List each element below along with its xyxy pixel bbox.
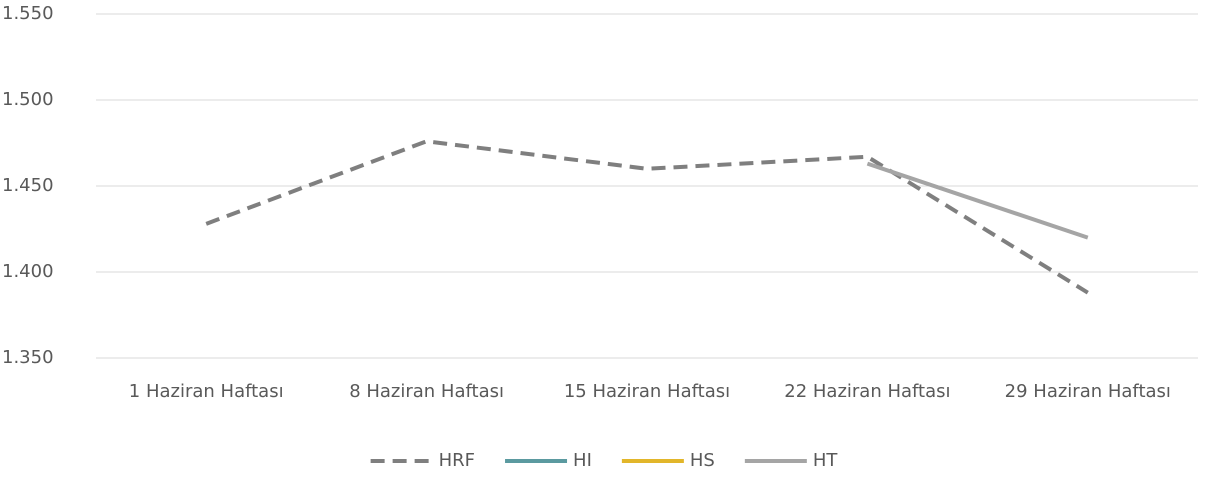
x-tick-label: 22 Haziran Haftası <box>784 381 950 402</box>
x-tick-label: 8 Haziran Haftası <box>349 381 504 402</box>
y-tick-label: 1.350 <box>2 347 54 368</box>
series-line <box>866 161 1089 240</box>
x-tick-label: 15 Haziran Haftası <box>564 381 730 402</box>
y-tick-label: 1.550 <box>2 3 54 24</box>
legend-label: HI <box>573 450 592 471</box>
x-tick-label: 1 Haziran Haftası <box>129 381 284 402</box>
legend-label: HT <box>813 450 839 471</box>
y-tick-label: 1.400 <box>2 261 54 282</box>
x-tick-label: 29 Haziran Haftası <box>1005 381 1171 402</box>
legend-label: HRF <box>439 450 475 471</box>
y-tick-label: 1.450 <box>2 175 54 196</box>
y-tick-label: 1.500 <box>2 89 54 110</box>
series-line <box>205 139 1089 295</box>
legend-label: HS <box>690 450 715 471</box>
